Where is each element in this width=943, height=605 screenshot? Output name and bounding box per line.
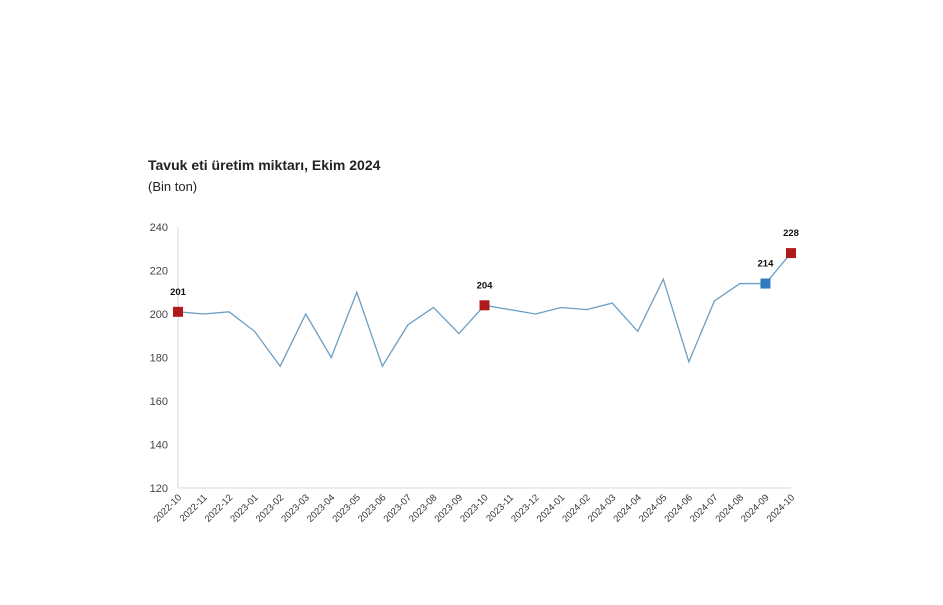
chart-subtitle: (Bin ton): [148, 179, 198, 194]
x-tick-label: 2022-10: [152, 492, 184, 524]
chart-title: Tavuk eti üretim miktarı, Ekim 2024: [148, 157, 381, 173]
data-label: 204: [477, 280, 494, 291]
highlight-marker: [173, 306, 183, 317]
data-label: 228: [783, 228, 799, 239]
y-tick-label: 160: [150, 396, 168, 408]
highlight-marker: [786, 248, 796, 259]
y-tick-label: 120: [150, 483, 168, 495]
y-tick-label: 140: [150, 440, 168, 452]
data-label: 201: [170, 287, 187, 298]
y-tick-label: 240: [150, 222, 168, 234]
highlight-marker: [760, 278, 771, 289]
x-tick-label: 2023-10: [458, 492, 490, 524]
highlight-marker: [479, 300, 490, 311]
x-tick-label: 2024-10: [765, 492, 797, 524]
y-tick-label: 220: [150, 266, 168, 278]
y-tick-label: 200: [150, 309, 168, 321]
data-label: 214: [758, 259, 775, 270]
y-tick-label: 180: [150, 353, 168, 365]
